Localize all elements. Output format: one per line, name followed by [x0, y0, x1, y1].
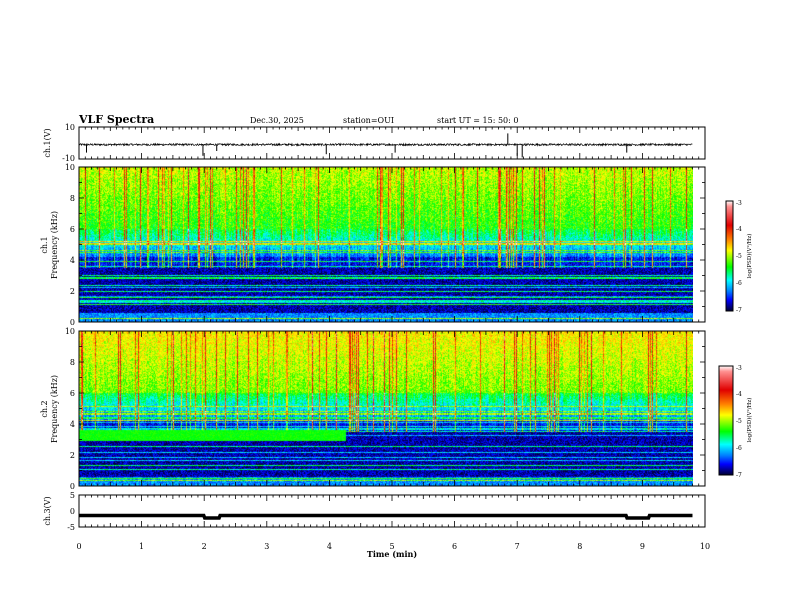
x-axis-tick-labels: 0 1 2 3 4 5 6 7 8 9 10	[76, 542, 710, 551]
ch1-waveform-trace	[78, 142, 693, 147]
date-label: Dec.30, 2025	[250, 116, 304, 125]
ch2-spec-ylabel: Frequency (kHz)	[50, 375, 59, 443]
ch2-cbar-tick-m5: -5	[736, 418, 742, 425]
ch1-spec-ylabel: Frequency (kHz)	[50, 211, 59, 279]
ch2-spec-ytick-8: 8	[70, 358, 75, 367]
ch1-spec-ytick-2: 2	[70, 287, 75, 296]
x-tick-label-7: 7	[515, 542, 520, 551]
x-tick-label-6: 6	[452, 542, 457, 551]
ch1-colorbar-frame	[725, 200, 734, 312]
ch2-spec-ytick-10: 10	[65, 327, 75, 336]
ch1-cbar-tick-m6: -6	[736, 280, 742, 287]
ch3-ytick-top: 5	[70, 491, 75, 500]
x-tick-label-4: 4	[327, 542, 332, 551]
ch3-waveform-panel: 5 0 -5 ch.3(V)	[43, 491, 706, 532]
ch3-ytick-mid: 0	[70, 507, 75, 516]
ch2-spec-ytick-0: 0	[70, 482, 75, 491]
ch2-spec-ytick-4: 4	[70, 420, 75, 429]
ch1-cbar-tick-m4: -4	[736, 226, 742, 233]
ch1-colorbar	[726, 201, 733, 311]
ch1-spikes	[86, 133, 628, 158]
x-tick-label-8: 8	[577, 542, 582, 551]
ch2-colorbar	[719, 366, 733, 475]
ch1-spec-label: ch.1	[40, 236, 49, 253]
ch1-cbar-tick-m3: -3	[736, 200, 742, 207]
ch1-spectrogram-image	[79, 167, 693, 322]
ch2-spectrogram-image	[79, 331, 693, 486]
ch3-ytick-bottom: -5	[67, 523, 75, 532]
x-tick-label-5: 5	[389, 542, 394, 551]
ch2-cbar-tick-m4: -4	[736, 391, 742, 398]
x-tick-label-9: 9	[640, 542, 645, 551]
ch1-ylabel: ch.1(V)	[43, 128, 52, 157]
ch1-spec-ytick-4: 4	[70, 256, 75, 265]
ch1-cbar-tick-m5: -5	[736, 253, 742, 260]
ch1-spec-ytick-10: 10	[65, 163, 75, 172]
x-tick-label-10: 10	[700, 542, 710, 551]
ch2-cbar-tick-m7: -7	[736, 472, 742, 479]
ch1-spectrogram-yticks: 0 2 4 6 8 10	[65, 163, 75, 327]
ch1-cbar-tick-m7: -7	[736, 307, 742, 314]
ch2-spectrogram-panel: 0 2 4 6 8 10 ch.2 Frequency (kHz) -3 -4 …	[40, 327, 753, 491]
x-tick-label-3: 3	[264, 542, 269, 551]
ch2-colorbar-frame	[718, 365, 734, 476]
ch2-spec-label: ch.2	[40, 400, 49, 417]
ch1-waveform-panel: 10 -10 ch.1(V)	[43, 123, 706, 163]
ch1-ytick-bottom: -10	[62, 154, 75, 163]
ch2-spec-ytick-2: 2	[70, 451, 75, 460]
x-tick-label-1: 1	[139, 542, 144, 551]
station-label: station=OUI	[343, 116, 394, 125]
ch2-cbar-tick-m3: -3	[736, 365, 742, 372]
ch1-spec-ytick-8: 8	[70, 194, 75, 203]
ch2-spec-ytick-6: 6	[70, 389, 75, 398]
x-axis-label: Time (min)	[367, 549, 417, 559]
figure-title: VLF Spectra	[78, 113, 154, 126]
ch1-spec-ytick-0: 0	[70, 318, 75, 327]
ch1-ytick-top: 10	[65, 123, 75, 132]
ch3-ylabel: ch.3(V)	[43, 496, 52, 525]
x-tick-label-2: 2	[202, 542, 207, 551]
ch1-spec-ytick-6: 6	[70, 225, 75, 234]
start-time-label: start UT = 15: 50: 0	[437, 116, 518, 125]
ch2-spectrogram-yticks: 0 2 4 6 8 10	[65, 327, 75, 491]
ch3-waveform-trace	[79, 513, 693, 520]
ch1-spectrogram-panel: 0 2 4 6 8 10 ch.1 Frequency (kHz) -3 -4 …	[40, 163, 753, 327]
ch2-cbar-tick-m6: -6	[736, 445, 742, 452]
ch2-colorbar-label: log(PSD)(V²/Hz)	[746, 398, 753, 443]
axis-ticks	[78, 127, 706, 527]
ch1-colorbar-label: log(PSD)(V²/Hz)	[746, 234, 753, 279]
x-tick-label-0: 0	[76, 542, 81, 551]
